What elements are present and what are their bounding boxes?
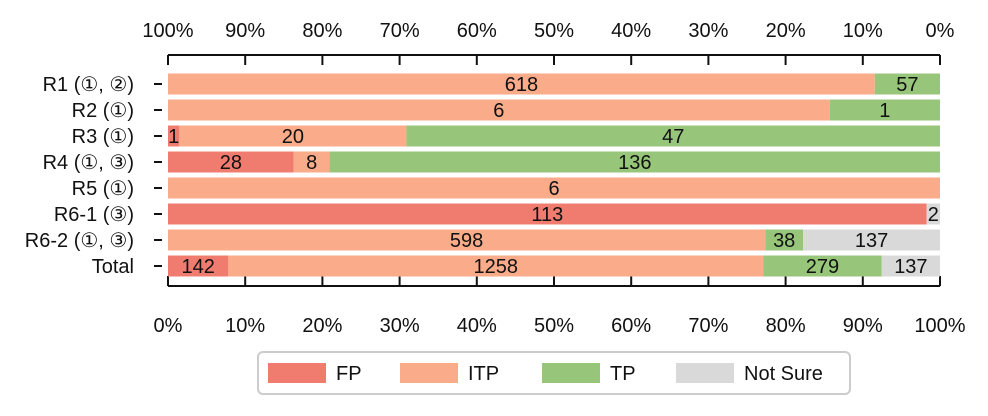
bar-value-label: 20	[282, 126, 304, 148]
bar-value-label: 137	[894, 256, 927, 278]
top-tick-label: 20%	[766, 20, 806, 42]
legend-swatch	[676, 363, 734, 383]
top-tick-label: 100%	[142, 20, 193, 42]
bar-segment	[874, 73, 940, 95]
bottom-tick-label: 40%	[457, 315, 497, 337]
top-tick-label: 0%	[926, 20, 955, 42]
bar-segment	[168, 125, 180, 147]
category-label: R2 (①)	[72, 100, 134, 122]
bar-segment	[168, 99, 830, 121]
bar-value-label: 279	[806, 256, 839, 278]
top-tick-label: 50%	[534, 20, 574, 42]
bar-segment	[228, 255, 764, 277]
bar-segment	[168, 177, 940, 199]
bottom-tick-label: 90%	[843, 315, 883, 337]
bottom-tick-label: 30%	[380, 315, 420, 337]
bar-value-label: 2	[928, 204, 939, 226]
bottom-tick-label: 10%	[225, 315, 265, 337]
bar-segment	[168, 229, 766, 251]
bar-value-label: 1	[879, 100, 890, 122]
category-label: R6-2 (①, ③)	[25, 230, 134, 252]
bar-segment	[168, 255, 229, 277]
top-tick-label: 10%	[843, 20, 883, 42]
bar-segment	[168, 73, 875, 95]
top-axis: 100% 90% 80% 70% 60% 50% 40% 30% 20% 10% 0%	[142, 20, 955, 65]
bar-segment	[926, 203, 940, 225]
top-tick-label: 30%	[688, 20, 728, 42]
bar-segment	[179, 125, 407, 147]
top-tick-label: 60%	[457, 20, 497, 42]
bar-value-label: 57	[896, 74, 918, 96]
bottom-tick-label: 100%	[914, 315, 965, 337]
top-tick-label: 90%	[225, 20, 265, 42]
category-label: R4 (①, ③)	[43, 152, 134, 174]
bar-value-label: 113	[531, 204, 563, 226]
bar-value-label: 38	[773, 230, 795, 252]
bar-value-label: 8	[306, 152, 317, 174]
top-tick-label: 70%	[380, 20, 420, 42]
legend-swatch	[400, 363, 458, 383]
bar-segment	[168, 151, 294, 173]
bottom-tick-label: 20%	[302, 315, 342, 337]
bar-value-label: 1258	[474, 256, 519, 278]
legend: FP ITP TP Not Sure	[257, 351, 851, 395]
category-axis: R1 (①, ②) R2 (①) R3 (①) R4 (①, ③) R5 (①) R6-1…	[25, 74, 162, 278]
bar-segment	[293, 151, 330, 173]
bar-segment	[763, 255, 882, 277]
legend-label: TP	[610, 363, 636, 385]
bar-segment	[829, 99, 940, 121]
bar-value-label: 47	[662, 126, 684, 148]
top-tick-label: 40%	[611, 20, 651, 42]
bottom-tick-label: 60%	[611, 315, 651, 337]
category-label: R3 (①)	[72, 126, 134, 148]
bar-value-label: 618	[505, 74, 538, 96]
bar-segment	[168, 203, 927, 225]
bar-value-label: 136	[618, 152, 651, 174]
bar-value-label: 1	[168, 126, 179, 148]
bar-segment	[406, 125, 941, 147]
bars: 618 57 6 1 1 20 47 28 8 136 6 113 2 598 38 137 142 1258 27…	[168, 73, 941, 278]
bar-value-label: 598	[450, 230, 483, 252]
legend-swatch	[268, 363, 326, 383]
category-label: R6-1 (③)	[54, 204, 134, 226]
category-label: Total	[92, 256, 134, 278]
bottom-axis: 0% 10% 20% 30% 40% 50% 60% 70% 80% 90% 100%	[154, 276, 966, 337]
bar-segment	[329, 151, 940, 173]
bottom-tick-label: 0%	[154, 315, 183, 337]
bar-segment	[881, 255, 940, 277]
top-tick-label: 80%	[302, 20, 342, 42]
legend-swatch	[542, 363, 600, 383]
bar-segment	[765, 229, 804, 251]
bar-value-label: 6	[548, 178, 559, 200]
bottom-tick-label: 70%	[688, 315, 728, 337]
category-label: R1 (①, ②)	[43, 74, 134, 96]
legend-label: FP	[336, 363, 362, 385]
bottom-tick-label: 50%	[534, 315, 574, 337]
category-label: R5 (①)	[72, 178, 134, 200]
bar-value-label: 28	[220, 152, 242, 174]
bar-value-label: 6	[493, 100, 504, 122]
legend-label: ITP	[468, 363, 499, 385]
bottom-tick-label: 80%	[766, 315, 806, 337]
legend-label: Not Sure	[744, 363, 823, 385]
bar-value-label: 137	[855, 230, 888, 252]
bar-segment	[803, 229, 940, 251]
bar-value-label: 142	[181, 256, 214, 278]
